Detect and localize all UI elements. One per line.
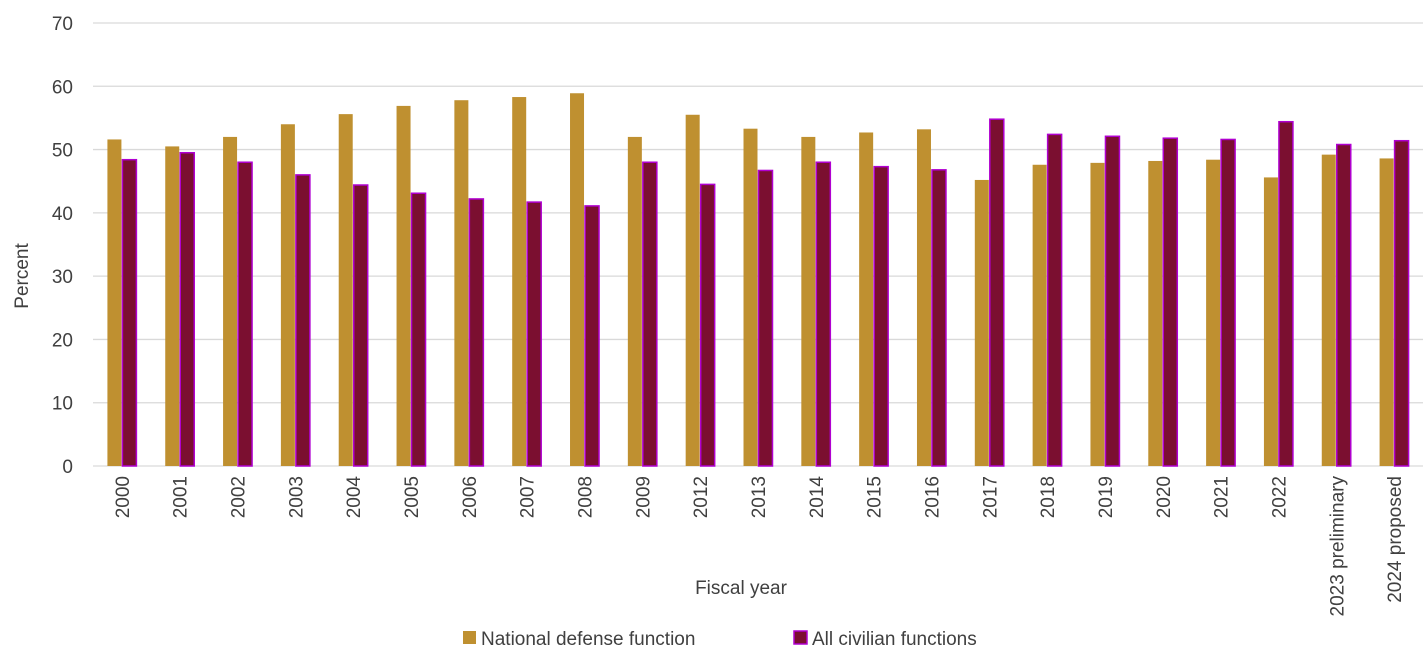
bar-civilian [1393,139,1410,467]
x-tick-label: 2002 [229,476,250,518]
bar-civilian [237,161,253,467]
x-tick-label: 2015 [865,476,886,518]
bar-civilian [757,169,774,467]
y-tick-label: 50 [52,141,73,162]
bar-civilian [1162,137,1179,467]
bar-civilian [295,174,311,467]
bar-civilian [526,201,542,467]
bars [107,93,1410,467]
x-tick-label: 2012 [691,476,712,518]
x-tick-label: 2024 proposed [1385,476,1406,603]
x-tick-label: 2009 [633,476,654,518]
x-tick-labels: 2000 2001 2002 2003 2004 2005 2006 2007 2008 2009… [113,476,1406,617]
bar-national-defense [1206,159,1221,466]
bar-national-defense [859,132,874,466]
bar-national-defense [974,179,989,466]
bar-national-defense [396,105,411,466]
bar-civilian [815,161,832,467]
x-tick-label: 2016 [922,476,943,518]
y-tick-label: 0 [62,457,73,478]
x-tick-label: 2008 [576,476,597,518]
x-tick-label: 2014 [807,476,828,519]
bar-national-defense [1090,162,1105,466]
y-tick-label: 40 [52,204,73,225]
y-tick-label: 30 [52,267,73,288]
bar-national-defense [1321,154,1336,467]
bar-civilian [642,161,658,467]
legend-label-national-defense: National defense function [481,629,695,648]
bar-civilian [931,169,947,467]
x-tick-label: 2005 [402,476,423,518]
legend-label-civilian: All civilian functions [812,629,977,648]
x-tick-label: 2017 [980,476,1001,518]
bar-national-defense [107,139,122,466]
bar-national-defense [1148,160,1163,466]
bar-national-defense [454,100,469,467]
bar-civilian [410,192,427,467]
x-tick-label: 2013 [749,476,770,518]
bar-national-defense [685,114,700,466]
bar-civilian [468,198,485,467]
bar-civilian [584,205,600,467]
y-tick-labels: 0 10 20 30 40 50 60 70 [52,14,73,478]
x-tick-label: 2020 [1154,476,1175,518]
bar-civilian [989,118,1005,467]
bar-national-defense [1379,158,1394,466]
bar-national-defense [223,136,238,466]
x-tick-label: 2022 [1269,476,1290,518]
bar-civilian [1278,120,1294,467]
bar-civilian [1046,133,1063,467]
bar-civilian [1336,143,1352,467]
y-axis-title: Percent [12,243,33,309]
bar-civilian [1220,138,1236,467]
bar-national-defense [1032,164,1047,466]
bar-national-defense [743,128,758,467]
bar-national-defense [916,129,931,466]
y-tick-label: 10 [52,394,73,415]
bar-civilian [699,183,716,467]
bar-national-defense [627,136,642,466]
x-tick-label: 2000 [113,476,134,518]
bar-civilian [352,184,369,467]
legend-swatch-civilian [793,630,808,645]
bar-national-defense [801,136,816,466]
bar-civilian [1104,135,1121,467]
x-tick-label: 2001 [171,476,192,518]
x-tick-label: 2019 [1096,476,1117,518]
y-tick-label: 20 [52,330,73,351]
x-tick-label: 2023 preliminary [1327,476,1348,617]
x-tick-label: 2007 [518,476,539,518]
x-tick-label: 2018 [1038,476,1059,518]
x-tick-label: 2021 [1212,476,1233,518]
bar-national-defense [1263,177,1278,466]
legend: National defense function All civilian f… [463,629,977,648]
x-tick-label: 2006 [460,476,481,518]
bar-civilian [121,158,138,467]
bar-civilian [179,151,195,467]
bar-civilian [873,165,889,467]
bar-national-defense [512,97,527,467]
bar-national-defense [338,114,353,466]
y-tick-label: 70 [52,14,73,35]
legend-swatch-national-defense [463,631,476,644]
x-tick-label: 2003 [286,476,307,518]
bar-national-defense [570,93,585,467]
x-axis-title: Fiscal year [695,578,788,599]
y-tick-label: 60 [52,77,73,98]
x-tick-label: 2004 [344,476,365,519]
bar-national-defense [280,124,295,466]
bar-national-defense [165,146,180,466]
